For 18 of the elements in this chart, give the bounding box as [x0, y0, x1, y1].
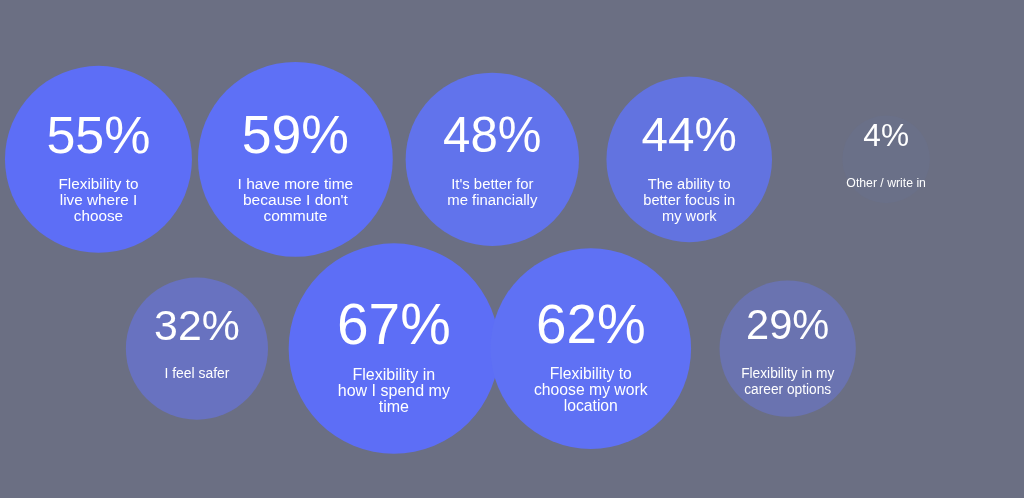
- category-label: Flexibility in my career options: [741, 365, 835, 397]
- data-label: 59%: [241, 104, 350, 165]
- category-label: Flexibility in how I spend my time: [337, 364, 450, 415]
- data-label: 44%: [641, 108, 737, 162]
- category-label: I have more time because I don't commute: [237, 175, 354, 225]
- data-label: 32%: [154, 300, 240, 349]
- data-label: 48%: [443, 107, 542, 163]
- category-label: It's better for me financially: [447, 176, 538, 209]
- data-label: 29%: [746, 300, 830, 348]
- category-label: Flexibility to choose my work location: [533, 364, 648, 414]
- category-label: Flexibility to live where I choose: [58, 175, 139, 225]
- data-label: 4%: [863, 117, 909, 154]
- data-label: 67%: [337, 292, 451, 356]
- data-label: 55%: [46, 106, 151, 165]
- category-label: Other / write in: [846, 176, 927, 191]
- category-label: I feel safer: [164, 364, 230, 381]
- category-label: The ability to better focus in my work: [643, 176, 736, 225]
- data-label: 62%: [535, 292, 646, 355]
